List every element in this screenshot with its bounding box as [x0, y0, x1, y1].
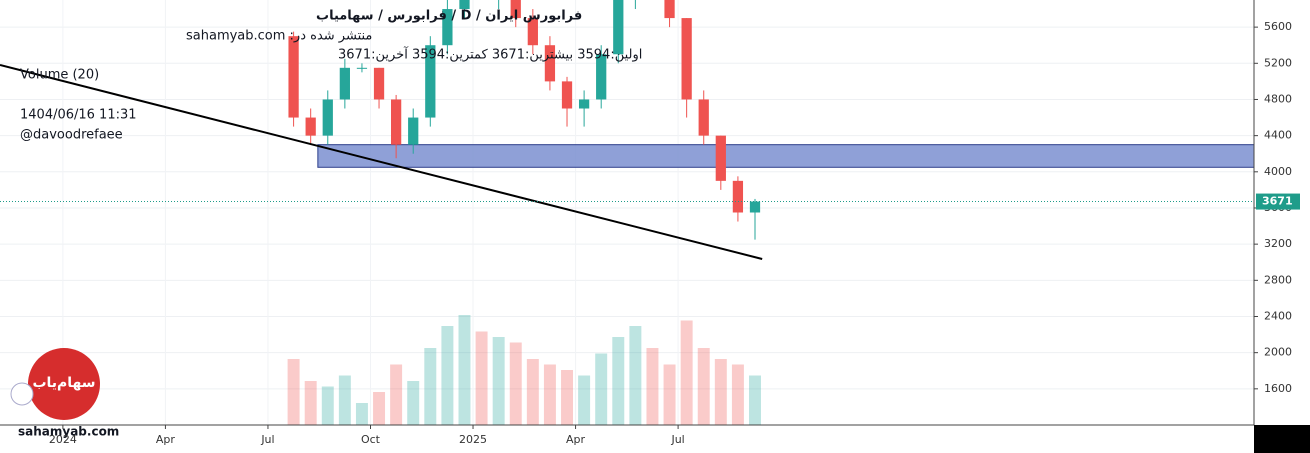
volume-bar	[407, 381, 420, 425]
y-tick-label: 2400	[1264, 309, 1292, 322]
volume-bar	[304, 381, 317, 425]
candle-body	[596, 54, 607, 100]
volume-bar	[390, 364, 403, 425]
logo-icon	[10, 382, 34, 406]
volume-bar	[595, 353, 608, 425]
y-tick-label: 1600	[1264, 382, 1292, 395]
candle-body	[544, 45, 556, 82]
volume-bar	[578, 375, 591, 425]
candle-body	[527, 18, 538, 46]
candle-body	[288, 36, 299, 118]
volume-bar	[458, 315, 471, 425]
y-tick-label: 2000	[1264, 346, 1292, 359]
volume-bar	[663, 364, 676, 425]
candle-body	[425, 45, 436, 118]
candle-body	[305, 117, 316, 136]
candle-body	[356, 67, 368, 69]
volume-bar	[321, 386, 334, 425]
trendline	[0, 64, 763, 260]
date: 1404/06/16 11:31	[20, 108, 137, 123]
candle-body	[749, 201, 761, 213]
y-tick-label: 4400	[1264, 129, 1292, 142]
corner	[1254, 425, 1310, 453]
volume-bar	[697, 348, 710, 425]
candle-body	[339, 67, 350, 100]
x-tick-label: Jul	[670, 433, 684, 446]
x-tick-label: Oct	[361, 433, 381, 446]
volume-bar	[287, 359, 300, 425]
y-tick-label: 4000	[1264, 165, 1292, 178]
volume-label: Volume (20)	[20, 68, 99, 83]
volume-bar	[543, 364, 556, 425]
volume-bar	[441, 326, 454, 425]
volume-bar	[731, 364, 744, 425]
volume-bar	[526, 359, 539, 425]
volume-bar	[646, 348, 659, 425]
chart-title: فرابورس ایران / D / فرابورس / سهامیاب	[316, 9, 582, 24]
y-tick-label: 3200	[1264, 237, 1292, 250]
ohlc-label: اولین:3594 بیشترین:3671 کمترین:3594 آخری…	[338, 46, 642, 63]
candle-body	[322, 99, 333, 136]
candle-body	[698, 99, 709, 136]
last-price-label: 3671	[1262, 195, 1293, 208]
volume-bar	[338, 375, 351, 425]
candle-body	[561, 81, 573, 109]
y-tick-label: 5600	[1264, 20, 1292, 33]
candle-body	[715, 135, 726, 181]
support-zone	[317, 144, 1254, 168]
candle-body	[732, 180, 744, 213]
candle-body	[408, 117, 419, 145]
y-tick-label: 2800	[1264, 273, 1292, 286]
y-tick-label: 5200	[1264, 56, 1292, 69]
volume-bar	[680, 320, 693, 425]
logo-badge	[28, 348, 100, 420]
x-tick-label: 2025	[459, 433, 487, 446]
volume-bar	[355, 403, 368, 425]
plot-area	[0, 0, 1254, 425]
candle-body	[442, 9, 453, 46]
volume-bar	[629, 326, 642, 425]
candle-body	[681, 18, 692, 100]
x-tick-label: Jul	[260, 433, 274, 446]
candle-body	[390, 99, 402, 145]
x-tick-label: Apr	[566, 433, 586, 446]
volume-bar	[509, 342, 522, 425]
author: @davoodrefaee	[20, 128, 123, 143]
candle-body	[510, 0, 521, 19]
last-price-box	[1256, 193, 1300, 210]
volume-bar	[714, 359, 727, 425]
candle-body	[578, 99, 590, 109]
volume-bar	[424, 348, 437, 425]
candle-body	[664, 0, 675, 19]
volume-bar	[749, 375, 761, 425]
watermark: sahamyab.com	[18, 425, 119, 439]
volume-bar	[612, 337, 625, 425]
logo-text: سهام‌یاب	[32, 375, 95, 391]
volume-bar	[561, 370, 573, 425]
candle-body	[459, 0, 470, 10]
volume-bar	[492, 337, 505, 425]
subtitle: منتشر شده در: sahamyab.com	[186, 29, 372, 44]
x-tick-label: 2024	[49, 433, 77, 446]
volume-bar	[373, 392, 386, 425]
candle-body	[373, 67, 385, 100]
y-tick-label: 4800	[1264, 92, 1292, 105]
x-tick-label: Apr	[156, 433, 176, 446]
volume-bar	[475, 331, 488, 425]
candle-body	[613, 0, 624, 55]
